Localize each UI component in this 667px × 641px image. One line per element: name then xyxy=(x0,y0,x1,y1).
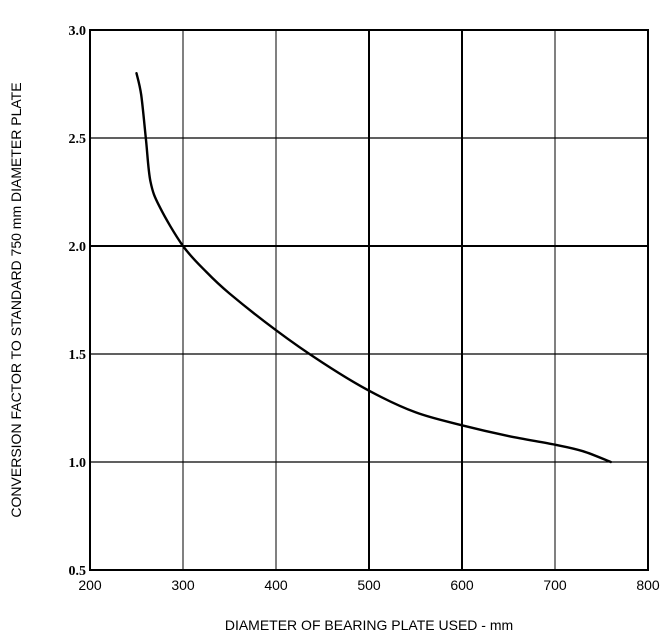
y-tick-label: 3.0 xyxy=(69,24,87,39)
x-tick-label: 600 xyxy=(450,577,474,593)
x-tick-label: 800 xyxy=(636,577,660,593)
x-tick-label: 300 xyxy=(171,577,195,593)
tick-labels: 200 300 400 500 600 700 800 0.5 1.0 1.5 2.0 2.5 3.0 xyxy=(69,24,660,593)
y-tick-label: 1.5 xyxy=(69,348,87,363)
y-tick-label: 2.5 xyxy=(69,132,87,147)
y-tick-label: 1.0 xyxy=(69,456,87,471)
y-tick-label: 2.0 xyxy=(69,240,87,255)
x-axis-label: DIAMETER OF BEARING PLATE USED - mm xyxy=(225,617,513,633)
x-tick-label: 200 xyxy=(78,577,102,593)
x-tick-label: 700 xyxy=(543,577,567,593)
x-tick-label: 400 xyxy=(264,577,288,593)
plot-frame xyxy=(89,29,649,571)
y-axis-label: CONVERSION FACTOR TO STANDARD 750 mm DIA… xyxy=(8,82,24,517)
series-line xyxy=(135,72,612,464)
x-tick-label: 500 xyxy=(357,577,381,593)
y-tick-label: 0.5 xyxy=(69,564,87,579)
grid-lines xyxy=(90,30,648,570)
